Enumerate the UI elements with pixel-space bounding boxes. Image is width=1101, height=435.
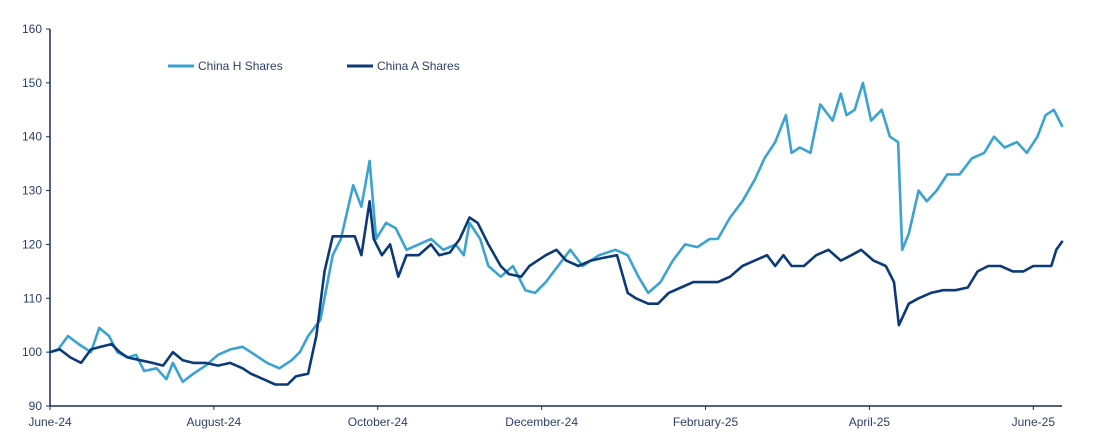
x-axis: June-24 August-24 October-24 December-24 Feb… [28,405,1062,429]
legend-label-china-a: China A Shares [377,59,460,73]
x-tick-label: June-25 [1012,415,1056,429]
y-tick-label: 100 [22,345,42,359]
x-tick-label: June-24 [28,415,72,429]
series-line-china-h [48,81,1064,384]
x-tick-label: August-24 [187,415,242,429]
series-layer [48,81,1064,386]
series-line-china-a [48,200,1064,386]
y-tick-label: 160 [22,22,42,36]
y-tick-label: 90 [29,399,43,413]
legend: China H Shares China A Shares [168,59,460,73]
y-tick-label: 120 [22,237,42,251]
x-tick-label: December-24 [505,415,578,429]
y-tick-label: 140 [22,130,42,144]
y-tick-label: 110 [23,291,42,305]
y-tick-label: 130 [22,184,42,198]
x-tick-label: April-25 [849,415,891,429]
y-tick-label: 150 [22,76,42,90]
y-axis: 160 150 140 130 120 110 100 90 [22,22,51,413]
legend-label-china-h: China H Shares [198,59,283,73]
x-tick-label: February-25 [673,415,739,429]
x-tick-label: October-24 [348,415,408,429]
